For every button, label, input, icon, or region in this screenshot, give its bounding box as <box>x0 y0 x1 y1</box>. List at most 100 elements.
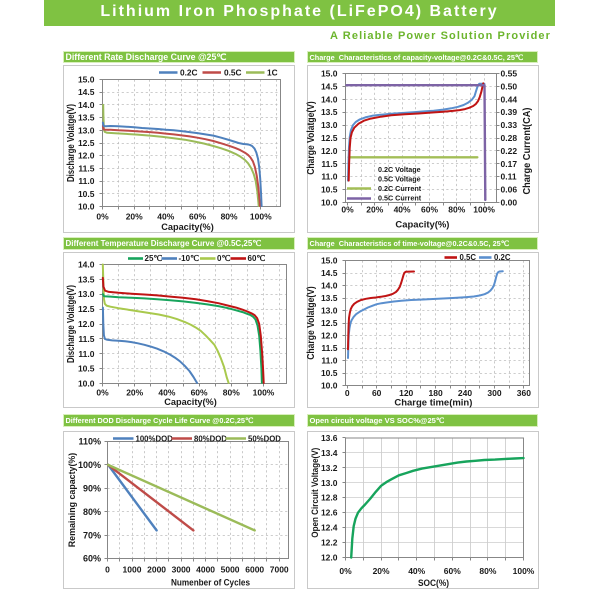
svg-text:10.0: 10.0 <box>78 379 95 389</box>
svg-text:100%: 100% <box>473 205 495 215</box>
svg-text:Capacity(%): Capacity(%) <box>164 397 217 408</box>
svg-text:11.0: 11.0 <box>321 356 337 366</box>
svg-text:12.6: 12.6 <box>321 508 338 518</box>
svg-text:11.5: 11.5 <box>321 343 337 353</box>
svg-text:0%: 0% <box>341 205 354 215</box>
svg-text:360: 360 <box>517 388 531 398</box>
svg-text:14.0: 14.0 <box>78 100 95 110</box>
svg-text:11.0: 11.0 <box>78 349 94 359</box>
svg-text:120: 120 <box>399 388 413 398</box>
svg-text:10.5: 10.5 <box>78 364 95 374</box>
svg-text:60%: 60% <box>421 205 438 215</box>
svg-text:13.5: 13.5 <box>78 113 95 123</box>
svg-text:0.5C Voltage: 0.5C Voltage <box>378 174 421 183</box>
svg-text:Open Circuit Voltage(V): Open Circuit Voltage(V) <box>310 448 320 538</box>
svg-text:13.4: 13.4 <box>321 448 338 458</box>
svg-text:90%: 90% <box>83 484 101 494</box>
svg-text:14.0: 14.0 <box>321 94 338 104</box>
svg-text:12.0: 12.0 <box>78 151 95 161</box>
svg-text:0.2C Current: 0.2C Current <box>378 184 422 193</box>
svg-text:100%: 100% <box>253 388 275 398</box>
svg-text:13.0: 13.0 <box>78 125 95 135</box>
svg-text:1000: 1000 <box>123 565 142 575</box>
svg-text:80%DOD: 80%DOD <box>194 435 227 444</box>
svg-text:11.5: 11.5 <box>321 159 337 169</box>
svg-text:0.5C: 0.5C <box>460 253 477 262</box>
svg-text:0.28: 0.28 <box>501 133 518 143</box>
svg-text:100%: 100% <box>78 460 101 470</box>
svg-text:240: 240 <box>458 388 472 398</box>
svg-text:Charge time(min): Charge time(min) <box>394 398 472 409</box>
svg-text:0.11: 0.11 <box>501 172 517 182</box>
svg-text:14.5: 14.5 <box>78 87 95 97</box>
svg-text:80%: 80% <box>83 507 101 517</box>
svg-text:20%: 20% <box>373 566 390 576</box>
svg-text:Capacity(%): Capacity(%) <box>395 220 449 231</box>
svg-text:SOC(%): SOC(%) <box>418 578 449 589</box>
svg-text:6000: 6000 <box>245 565 264 575</box>
svg-text:1C: 1C <box>267 68 278 78</box>
svg-text:0.2C: 0.2C <box>180 68 198 78</box>
svg-text:300: 300 <box>487 388 501 398</box>
svg-text:60%: 60% <box>444 566 461 576</box>
svg-text:12.5: 12.5 <box>78 138 95 148</box>
svg-text:60: 60 <box>372 388 382 398</box>
svg-text:180: 180 <box>429 388 443 398</box>
svg-text:13.5: 13.5 <box>321 293 338 303</box>
svg-text:40%: 40% <box>157 212 174 222</box>
svg-text:80%: 80% <box>221 212 238 222</box>
svg-text:15.0: 15.0 <box>78 75 95 85</box>
svg-text:13.0: 13.0 <box>321 478 338 488</box>
svg-text:12.5: 12.5 <box>78 304 95 314</box>
svg-text:0.00: 0.00 <box>501 198 518 208</box>
svg-text:12.0: 12.0 <box>321 553 338 563</box>
svg-text:20%: 20% <box>126 212 143 222</box>
svg-text:13.5: 13.5 <box>78 274 95 284</box>
svg-text:12.0: 12.0 <box>321 331 338 341</box>
svg-text:70%: 70% <box>83 530 101 540</box>
svg-text:100%: 100% <box>250 212 272 222</box>
svg-text:14.5: 14.5 <box>321 81 338 91</box>
svg-text:0: 0 <box>345 388 350 398</box>
svg-text:12.0: 12.0 <box>321 146 338 156</box>
svg-text:Remaining capacty(%): Remaining capacty(%) <box>67 453 78 548</box>
svg-text:0%: 0% <box>96 388 109 398</box>
svg-text:12.5: 12.5 <box>321 318 338 328</box>
svg-text:Charge Volatge(V): Charge Volatge(V) <box>306 286 317 360</box>
svg-text:10.5: 10.5 <box>321 185 338 195</box>
svg-text:Charge Current(CA): Charge Current(CA) <box>522 108 533 195</box>
svg-text:0℃: 0℃ <box>217 254 230 263</box>
svg-text:10.0: 10.0 <box>321 198 338 208</box>
svg-text:11.5: 11.5 <box>78 163 94 173</box>
svg-text:0.55: 0.55 <box>501 69 518 79</box>
svg-text:12.0: 12.0 <box>78 319 95 329</box>
svg-text:0.22: 0.22 <box>501 146 518 156</box>
svg-text:0%: 0% <box>96 212 109 222</box>
svg-text:100%DOD: 100%DOD <box>136 435 174 444</box>
svg-text:110%: 110% <box>78 437 101 447</box>
svg-text:0.2C Voltage: 0.2C Voltage <box>378 165 421 174</box>
svg-text:100%: 100% <box>513 566 535 576</box>
svg-text:5000: 5000 <box>221 565 240 575</box>
svg-text:11.0: 11.0 <box>78 176 94 186</box>
svg-text:Discharge Volatge(V): Discharge Volatge(V) <box>66 104 77 182</box>
svg-text:10.0: 10.0 <box>78 202 95 212</box>
svg-text:11.5: 11.5 <box>78 334 94 344</box>
svg-text:Discharge Volatge(V): Discharge Volatge(V) <box>66 285 77 363</box>
svg-text:0.50: 0.50 <box>501 81 518 91</box>
svg-text:14.0: 14.0 <box>78 260 95 270</box>
svg-text:10.5: 10.5 <box>78 189 95 199</box>
svg-text:0.33: 0.33 <box>501 120 518 130</box>
svg-text:7000: 7000 <box>270 565 289 575</box>
svg-text:40%: 40% <box>408 566 425 576</box>
svg-text:60%: 60% <box>189 212 206 222</box>
svg-text:13.5: 13.5 <box>321 107 338 117</box>
svg-text:40%: 40% <box>394 205 411 215</box>
svg-text:0%: 0% <box>339 566 352 576</box>
svg-text:13.6: 13.6 <box>321 433 338 443</box>
svg-text:13.2: 13.2 <box>321 463 338 473</box>
svg-text:12.2: 12.2 <box>321 538 338 548</box>
svg-text:Numenber of Cycles: Numenber of Cycles <box>171 577 250 588</box>
svg-text:0.39: 0.39 <box>501 107 518 117</box>
svg-text:60%: 60% <box>191 388 208 398</box>
